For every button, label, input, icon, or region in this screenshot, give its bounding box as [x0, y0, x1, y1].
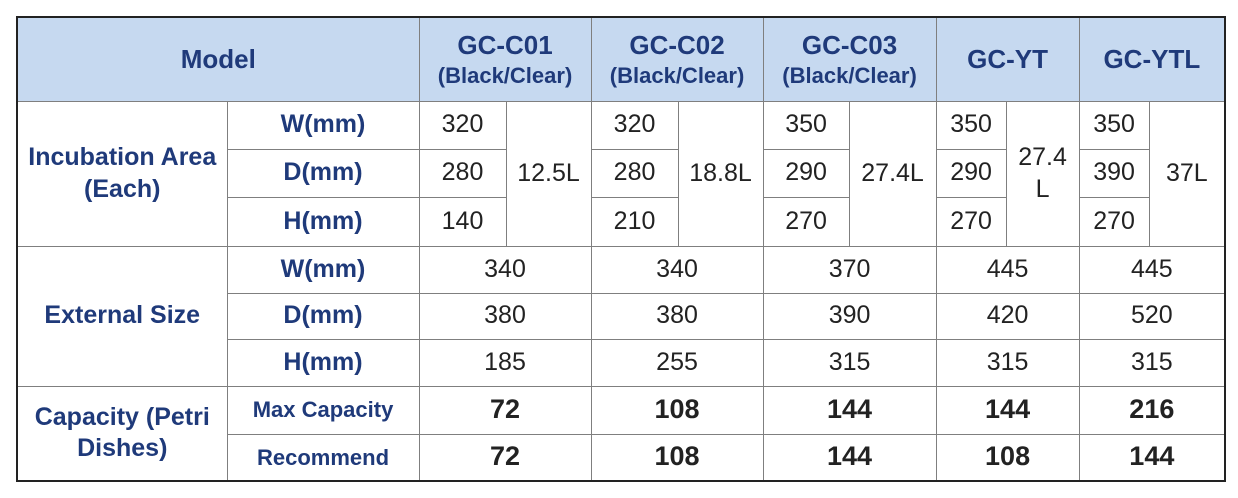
value-cell: 380 — [590, 292, 764, 340]
table-row: H(mm) 185 255 315 315 315 — [17, 338, 1226, 387]
table-row: H(mm) 140 210 270 270 270 — [17, 196, 1225, 247]
volume-cell: 27.4L — [848, 100, 937, 247]
value-cell: 108 — [590, 385, 764, 435]
header-cell: Model — [16, 16, 420, 102]
value-cell: 290 — [762, 148, 850, 198]
value-cell: 270 — [935, 196, 1007, 247]
model-variant: (Black/Clear) — [437, 62, 573, 88]
header-row: Model GC-C01 (Black/Clear) GC-C02 (Black/Cle… — [16, 16, 1226, 102]
value-cell: 520 — [1078, 292, 1226, 340]
value-cell: 315 — [935, 338, 1080, 387]
spec-table: Model GC-C01 (Black/Clear) GC-C02 (Black/Cle… — [16, 16, 1227, 482]
value-cell: 290 — [935, 148, 1007, 198]
value-cell: 144 — [762, 433, 937, 482]
model-name: GC-C02 — [629, 30, 725, 61]
header-cell: GC-YT — [935, 16, 1080, 102]
value-cell: 315 — [762, 338, 937, 387]
volume-cell: 37L — [1148, 100, 1226, 247]
row-label: D(mm) — [226, 292, 420, 340]
value-cell: 350 — [935, 100, 1007, 150]
value-cell: 370 — [762, 245, 937, 294]
value-cell: 144 — [1078, 433, 1226, 482]
header-cell: GC-YTL — [1078, 16, 1226, 102]
value-cell: 380 — [418, 292, 592, 340]
value-cell: 320 — [590, 100, 679, 150]
model-name: GC-YTL — [1103, 44, 1201, 74]
value-cell: 280 — [590, 148, 679, 198]
model-name: GC-C03 — [801, 30, 898, 61]
value-cell: 390 — [762, 292, 937, 340]
volume-cell: 18.8L — [677, 100, 764, 247]
header-cell: GC-C03 (Black/Clear) — [762, 16, 937, 102]
row-label: W(mm) — [226, 245, 420, 294]
value-cell: 144 — [935, 385, 1080, 435]
row-label: W(mm) — [226, 100, 420, 150]
section-label: Incubation Area (Each) — [16, 100, 228, 247]
value-cell: 445 — [935, 245, 1080, 294]
table-row: Incubation Area (Each) W(mm) 320 12.5L 320 18… — [16, 100, 1226, 247]
section-label: Capacity (Petri Dishes) — [16, 385, 228, 482]
value-cell: 216 — [1078, 385, 1226, 435]
value-cell: 72 — [418, 385, 592, 435]
section-label: External Size — [16, 245, 228, 387]
value-cell: 420 — [935, 292, 1080, 340]
row-label: Recommend — [226, 433, 420, 482]
value-cell: 350 — [1078, 100, 1150, 150]
value-cell: 108 — [590, 433, 764, 482]
table-body: Model GC-C01 (Black/Clear) GC-C02 (Black/Cle… — [16, 16, 1226, 482]
value-cell: 390 — [1078, 148, 1150, 198]
table-row: D(mm) 380 380 390 420 520 — [17, 292, 1226, 340]
table-row: External Size W(mm) 340 340 370 445 445 — [16, 245, 1226, 387]
row-label: Max Capacity — [226, 385, 420, 435]
table-row: Recommend 72 108 144 108 144 — [17, 433, 1226, 482]
model-name: GC-YT — [967, 44, 1049, 74]
value-cell: 108 — [935, 433, 1080, 482]
value-cell: 185 — [418, 338, 592, 387]
value-cell: 140 — [418, 196, 507, 247]
model-variant: (Black/Clear) — [782, 62, 917, 88]
value-cell: 210 — [590, 196, 679, 247]
value-cell: 315 — [1078, 338, 1226, 387]
value-cell: 72 — [418, 433, 592, 482]
row-label: H(mm) — [226, 196, 420, 247]
value-cell: 280 — [418, 148, 507, 198]
value-cell: 144 — [762, 385, 937, 435]
value-cell: 255 — [590, 338, 764, 387]
volume-cell: 27.4 L — [1005, 100, 1080, 247]
header-cell: GC-C02 (Black/Clear) — [590, 16, 764, 102]
value-cell: 350 — [762, 100, 850, 150]
header-cell: GC-C01 (Black/Clear) — [418, 16, 592, 102]
model-variant: (Black/Clear) — [609, 62, 745, 88]
row-label: D(mm) — [226, 148, 420, 198]
value-cell: 270 — [762, 196, 850, 247]
row-label: H(mm) — [226, 338, 420, 387]
value-cell: 270 — [1078, 196, 1150, 247]
volume-cell: 12.5L — [505, 100, 592, 247]
value-cell: 340 — [590, 245, 764, 294]
value-cell: 445 — [1078, 245, 1226, 294]
table-row: Capacity (Petri Dishes) Max Capacity 72 108… — [16, 385, 1226, 482]
model-name: GC-C01 — [457, 30, 553, 61]
value-cell: 320 — [418, 100, 507, 150]
value-cell: 340 — [418, 245, 592, 294]
